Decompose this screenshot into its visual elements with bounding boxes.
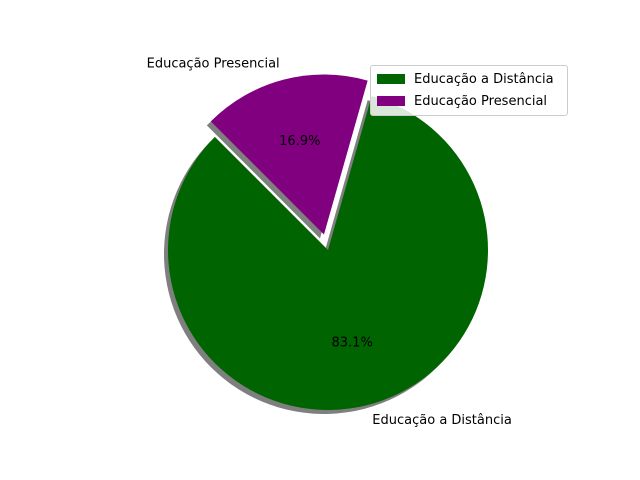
pie-slice-1 bbox=[210, 74, 368, 235]
legend-item-presencial: Educação Presencial bbox=[377, 90, 561, 112]
legend-label-distancia: Educação a Distância bbox=[414, 71, 554, 87]
legend-label-presencial: Educação Presencial bbox=[414, 93, 548, 109]
legend-swatch-presencial bbox=[377, 96, 405, 106]
legend-swatch-distancia bbox=[377, 74, 405, 84]
legend: Educação a Distância Educação Presencial bbox=[370, 65, 568, 116]
legend-item-distancia: Educação a Distância bbox=[377, 68, 561, 90]
category-label-1: Educação Presencial bbox=[147, 57, 280, 72]
pct-label-1: 16.9% bbox=[279, 134, 320, 149]
pie-slice-0 bbox=[168, 96, 489, 411]
category-label-0: Educação a Distância bbox=[372, 413, 512, 428]
pct-label-0: 83.1% bbox=[332, 335, 373, 350]
